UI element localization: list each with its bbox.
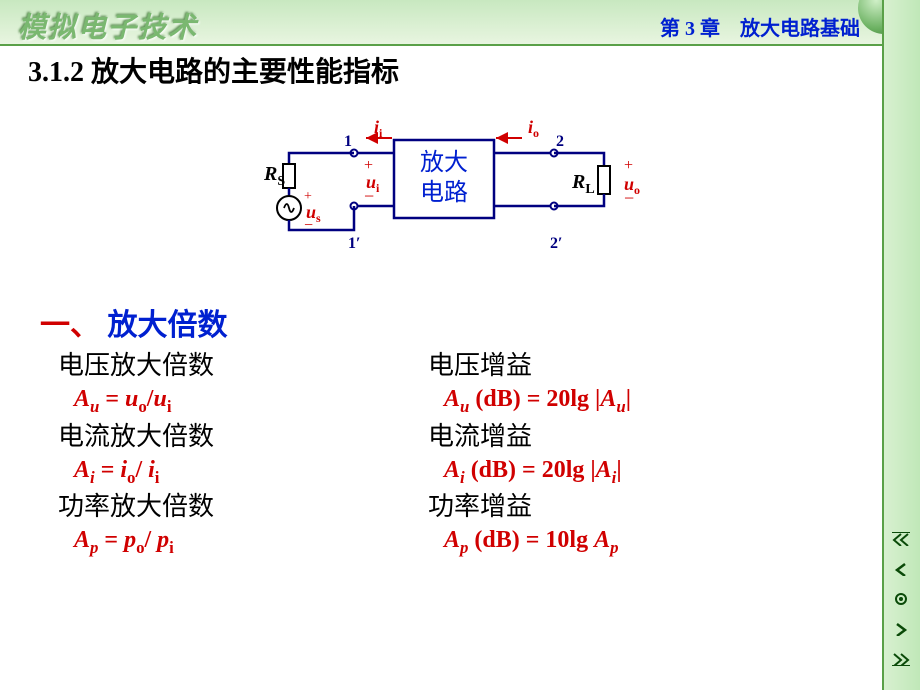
svg-text:ii: ii [374, 117, 383, 140]
chapter-title: 第 3 章 放大电路基础 [660, 12, 860, 41]
svg-text:us: us [306, 202, 321, 225]
amp-box-line2: 电路 [420, 179, 468, 206]
subtitle-text: 放大倍数 [108, 309, 228, 342]
label-current-gain: 电流增益 [428, 419, 818, 454]
formula-Ai: Ai = io/ ii [58, 454, 428, 489]
nav-buttons [886, 522, 916, 676]
formula-Ai-db: Ai (dB) = 20lg |Ai| [428, 454, 818, 489]
svg-text:1: 1 [344, 133, 352, 150]
row-power: 功率放大倍数 Ap = po/ pi 功率增益 Ap (dB) = 10lg A… [58, 489, 818, 560]
formula-Au: Au = uo/ui [58, 383, 428, 418]
label-power-gain: 功率增益 [428, 489, 818, 524]
formula-Ap: Ap = po/ pi [58, 524, 428, 559]
formula-grid: 电压放大倍数 Au = uo/ui 电压增益 Au (dB) = 20lg |A… [58, 348, 818, 560]
section-title: 3.1.2 放大电路的主要性能指标 [28, 50, 870, 90]
svg-text:1′: 1′ [348, 235, 361, 252]
circuit-diagram: 放大 电路 [234, 98, 664, 278]
svg-text:RL: RL [571, 171, 595, 197]
label-voltage-gain: 电压增益 [428, 348, 818, 383]
svg-text:RS: RS [263, 163, 285, 189]
slide-content: 3.1.2 放大电路的主要性能指标 放大 电路 [28, 50, 870, 680]
svg-text:io: io [528, 117, 539, 140]
svg-text:+: + [624, 157, 633, 174]
svg-text:uo: uo [624, 174, 640, 197]
label-voltage-ratio: 电压放大倍数 [58, 348, 428, 383]
subtitle-number: 一、 [40, 309, 100, 342]
amp-box-line1: 放大 [420, 149, 468, 176]
nav-prev-icon[interactable] [888, 556, 914, 582]
row-current: 电流放大倍数 Ai = io/ ii 电流增益 Ai (dB) = 20lg |… [58, 419, 818, 490]
svg-text:ui: ui [366, 172, 380, 195]
row-voltage: 电压放大倍数 Au = uo/ui 电压增益 Au (dB) = 20lg |A… [58, 348, 818, 419]
formula-Au-db: Au (dB) = 20lg |Au| [428, 383, 818, 418]
right-strip [882, 0, 920, 690]
course-logo: 模拟电子技术 [18, 6, 198, 46]
nav-first-icon[interactable] [888, 526, 914, 552]
subsection-title: 一、 放大倍数 [40, 300, 228, 344]
label-current-ratio: 电流放大倍数 [58, 419, 428, 454]
nav-menu-icon[interactable] [888, 586, 914, 612]
nav-next-icon[interactable] [888, 616, 914, 642]
svg-text:2′: 2′ [550, 235, 563, 252]
svg-text:2: 2 [556, 133, 564, 150]
label-power-ratio: 功率放大倍数 [58, 489, 428, 524]
nav-last-icon[interactable] [888, 646, 914, 672]
formula-Ap-db: Ap (dB) = 10lg Ap [428, 524, 818, 559]
